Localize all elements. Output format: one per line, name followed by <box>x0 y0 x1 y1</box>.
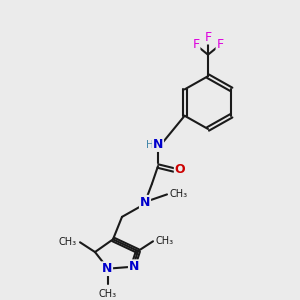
Text: F: F <box>204 31 211 44</box>
Text: F: F <box>192 38 200 51</box>
Text: CH₃: CH₃ <box>59 237 77 247</box>
Text: N: N <box>102 262 112 275</box>
Text: CH₃: CH₃ <box>170 189 188 200</box>
Text: N: N <box>140 196 150 209</box>
Text: O: O <box>175 164 185 176</box>
Text: N: N <box>129 260 139 273</box>
Text: CH₃: CH₃ <box>156 236 174 246</box>
Text: H: H <box>146 140 154 150</box>
Text: CH₃: CH₃ <box>99 289 117 299</box>
Text: F: F <box>216 38 224 51</box>
Text: N: N <box>153 138 163 151</box>
